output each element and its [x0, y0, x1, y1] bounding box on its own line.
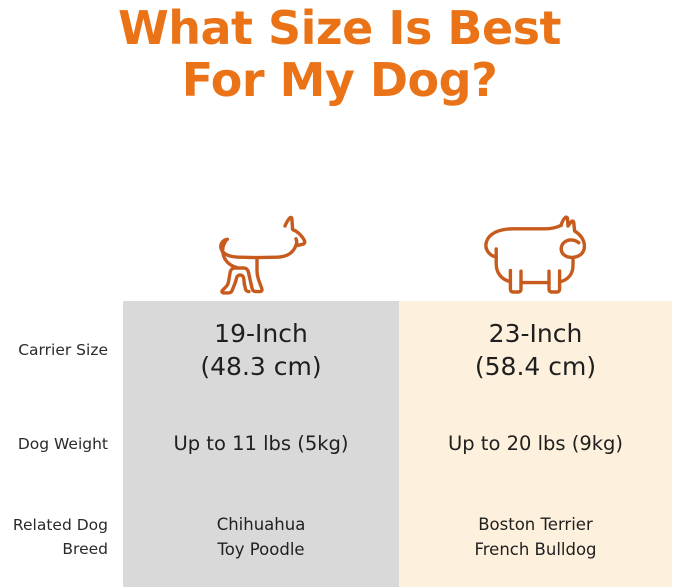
bulldog-icon: [483, 215, 586, 294]
column-b-background-panel: [399, 301, 672, 587]
column-a-background-panel: [123, 301, 399, 587]
column-b-carrier-size-value: 23-Inch (58.4 cm): [399, 317, 672, 383]
row-label-dog-weight: Dog Weight: [0, 432, 108, 456]
column-b-dog-weight-text: Up to 20 lbs (9kg): [447, 432, 624, 455]
column-a-breed-line-1: Chihuahua: [216, 515, 306, 534]
small-dog-icon: [219, 215, 307, 295]
column-a-carrier-size-inches: 19-Inch: [214, 319, 308, 348]
row-label-related-dog-breed-line-1: Related: [12, 516, 72, 534]
column-b-breed-line-1: Boston Terrier: [478, 515, 593, 534]
column-a-carrier-size-value: 19-Inch (48.3 cm): [123, 317, 399, 383]
page-title-line-1: What Size Is Best: [117, 1, 562, 55]
column-b-dog-weight-value: Up to 20 lbs (9kg): [399, 430, 672, 457]
row-label-dog-weight-text: Dog Weight: [17, 435, 108, 453]
column-a-dog-weight-value: Up to 11 lbs (5kg): [123, 430, 399, 457]
column-b-breed-line-2: French Bulldog: [474, 540, 597, 559]
page-title: What Size Is Best For My Dog?: [0, 2, 679, 106]
column-b-breed-value: Boston Terrier French Bulldog: [399, 512, 672, 562]
row-label-carrier-size: Carrier Size: [0, 338, 108, 362]
column-b-carrier-size-inches: 23-Inch: [488, 319, 583, 348]
column-a-carrier-size-cm: (48.3 cm): [200, 352, 322, 381]
row-label-carrier-size-text: Carrier Size: [18, 341, 108, 359]
page-title-line-2: For My Dog?: [181, 53, 498, 107]
column-a-breed-line-2: Toy Poodle: [217, 540, 305, 559]
row-label-related-dog-breed-line-2: Dog Breed: [62, 516, 108, 558]
column-a-dog-weight-text: Up to 11 lbs (5kg): [173, 432, 349, 455]
row-label-related-dog-breed: Related Dog Breed: [0, 513, 108, 561]
column-a-icon-container: [123, 207, 399, 297]
column-b-carrier-size-cm: (58.4 cm): [474, 352, 597, 381]
column-b-icon-container: [399, 207, 672, 297]
column-a-breed-value: Chihuahua Toy Poodle: [123, 512, 399, 562]
